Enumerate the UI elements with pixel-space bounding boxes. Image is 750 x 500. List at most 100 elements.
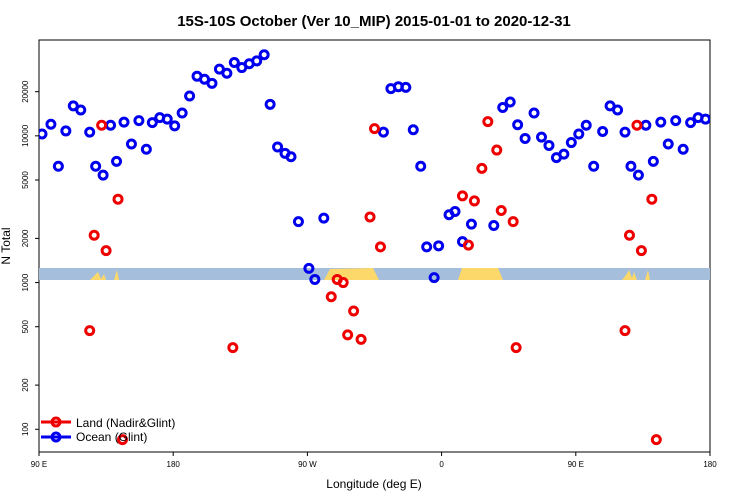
ocean-point [221,67,233,79]
ocean-point [377,126,389,138]
land-point [462,239,474,251]
ocean-point [558,148,570,160]
land-point [482,116,494,128]
y-tick-label: 100 [21,422,30,436]
ocean-point [146,117,158,129]
ocean-point [133,115,145,127]
ocean-point [519,132,531,144]
plot-area [38,39,711,453]
ocean-point [465,218,477,230]
land-point [635,245,647,257]
y-tick-label: 2000 [21,229,30,247]
y-tick-label: 5000 [21,171,30,189]
ocean-point [125,138,137,150]
ocean-point [228,57,240,69]
land-point [495,204,507,216]
ocean-point [588,160,600,172]
ocean-point [118,116,130,128]
ocean-point [140,143,152,155]
ocean-point [303,262,315,274]
land-point [100,245,112,257]
ocean-point [700,113,710,125]
x-tick-label: 90 E [31,460,47,469]
ocean-point [206,77,218,89]
x-axis-title: Longitude (deg E) [326,477,421,491]
legend-ocean-marker [50,431,62,443]
ocean-point [39,128,48,140]
x-tick-label: 180 [703,460,717,469]
land-point [510,342,522,354]
land-point [456,190,468,202]
chart-title: 15S-10S October (Ver 10_MIP) 2015-01-01 … [177,13,571,30]
ocean-point [407,124,419,136]
y-tick-label: 20000 [21,80,30,103]
ocean-point [60,125,72,137]
land-point [507,216,519,228]
ocean-point [433,240,445,252]
ocean-point [536,131,548,143]
ocean-point [565,137,577,149]
ocean-point [421,241,433,253]
ocean-point [580,119,592,131]
legend-ocean-label: Ocean (Glint) [76,430,147,444]
land-point [623,229,635,241]
x-tick-label: 180 [167,460,181,469]
land-point [491,144,503,156]
ocean-point [309,273,321,285]
ocean-point [597,126,609,138]
ocean-point [528,107,540,119]
y-axis: 100 200 500 1000 2000 5000 10000 20000 [21,80,39,436]
y-tick-label: 1000 [21,273,30,291]
ocean-point [97,169,109,181]
land-point [650,434,662,446]
ocean-point [251,55,263,67]
island-right-1 [622,270,637,280]
ocean-point [161,113,173,125]
ocean-point [264,98,276,110]
ocean-point [504,96,516,108]
y-tick-label: 200 [21,378,30,392]
land-point [96,119,108,131]
ocean-point [497,102,509,114]
legend: Land (Nadir&Glint) Ocean (Glint) [41,416,175,444]
land-block-america [324,268,379,280]
ocean-point [632,169,644,181]
ocean-point [655,116,667,128]
ocean-point [52,160,64,172]
y-axis-title: N Total [0,227,13,264]
land-point [348,305,360,317]
land-point [88,229,100,241]
land-point [468,195,480,207]
ocean-point [612,104,624,116]
legend-land-label: Land (Nadir&Glint) [76,416,175,430]
x-tick-label: 90 E [568,460,584,469]
land-point [631,119,643,131]
y-tick-label: 10000 [21,124,30,147]
ocean-point [677,143,689,155]
land-point [84,325,96,337]
ocean-point [415,160,427,172]
ocean-point [647,155,659,167]
ocean-point [318,212,330,224]
land-point [325,291,337,303]
land-point [112,193,124,205]
data-points [39,49,710,446]
land-ocean-strip [39,268,710,280]
ocean-point [619,126,631,138]
ocean-point [400,81,412,93]
legend-land-marker [50,416,62,428]
ocean-point [111,155,123,167]
ocean-point [428,272,440,284]
land-point [369,123,380,135]
ocean-point [90,160,102,172]
island-left-2 [114,270,119,280]
ocean-point [75,104,87,116]
x-axis: 90 E 180 90 W 0 90 E 180 [31,452,717,469]
ocean-point [512,119,524,131]
ocean-point [169,120,181,132]
land-block-africa [458,268,503,280]
ocean-point [285,151,297,163]
land-point [227,342,239,354]
ocean-point [176,107,188,119]
ocean-point [573,128,585,140]
